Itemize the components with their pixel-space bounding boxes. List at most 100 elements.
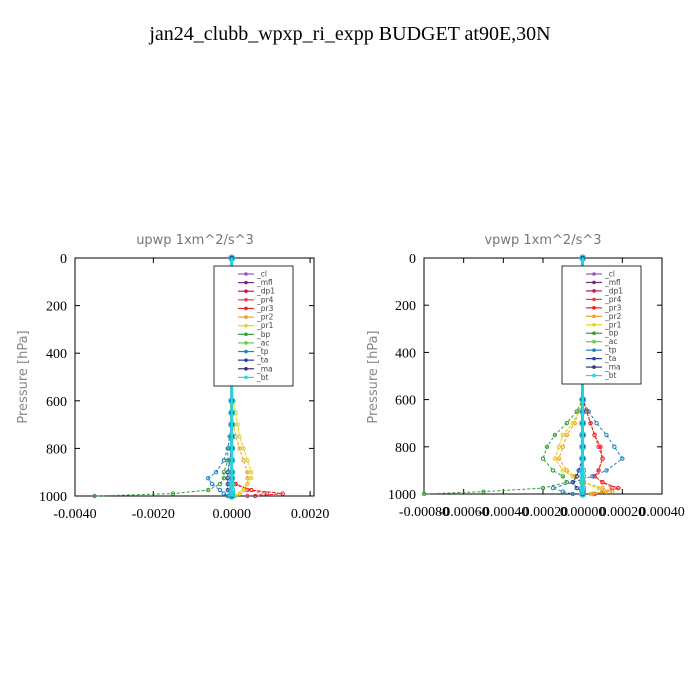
series-point-bt [579, 396, 586, 403]
series-point-pr1 [249, 475, 254, 481]
legend-marker [592, 356, 596, 361]
legend-marker [244, 366, 248, 371]
series-point-pr3 [249, 487, 254, 493]
x-tick-label: -0.00040 [478, 505, 528, 520]
series-point-ta [225, 487, 231, 493]
series-point-tp [604, 468, 609, 473]
series-point-pr1 [560, 432, 566, 438]
legend-label: _ma [604, 363, 621, 372]
y-tick-label: 1000 [39, 490, 67, 505]
x-axis-ticks: -0.0040 -0.0020 0.0000 0.0020 [53, 258, 329, 522]
series-point-pr3 [253, 493, 258, 499]
x-tick-label: -0.00020 [518, 505, 568, 520]
series-point-bt [579, 254, 586, 262]
legend-marker [244, 315, 248, 319]
series-point-tp [560, 489, 566, 494]
series-point-pr1 [556, 444, 562, 449]
series-point-bt [579, 455, 586, 462]
legend-label: _bt [604, 371, 617, 380]
legend-label: _ac [256, 338, 269, 347]
series-point-tp [206, 475, 211, 481]
series-point-pr1 [237, 434, 242, 439]
legend: _cl_mfl_dp1_pr4_pr3_pr2_pr1_bp_ac_tp_ta_… [213, 265, 294, 387]
series-point-pr3 [592, 432, 597, 438]
series-point-pr4 [245, 493, 250, 499]
legend-label: _ta [256, 356, 268, 365]
series-point-bp [560, 474, 566, 479]
y-tick-label: 800 [395, 441, 416, 456]
series-point-bp [540, 456, 546, 461]
x-tick-label: 0.00000 [560, 505, 606, 520]
legend-marker [592, 322, 596, 327]
series-point-tp [221, 491, 227, 496]
legend-label: _cl [604, 270, 615, 279]
panel-title: vpwp 1xm^2/s^3 [484, 233, 601, 248]
legend: _cl_mfl_dp1_pr4_pr3_pr2_pr1_bp_ac_tp_ta_… [561, 265, 642, 385]
series-point-pr1 [241, 487, 246, 493]
legend-label: _dp1 [604, 286, 623, 295]
y-axis-label: Pressure [hPa] [366, 330, 381, 423]
figure-title: jan24_clubb_wpxp_ri_expp BUDGET at90E,30… [148, 23, 550, 45]
series-point-bp [481, 489, 486, 494]
legend-label: _ac [604, 337, 617, 346]
plot-frame [74, 257, 315, 497]
series-point-pr1 [235, 422, 240, 427]
legend-label: _mfl [256, 278, 273, 287]
x-tick-label: 0.00040 [639, 505, 685, 520]
legend-marker [592, 348, 596, 352]
legend-label: _bp [256, 330, 271, 339]
legend-marker [592, 280, 596, 285]
legend-marker [592, 272, 596, 276]
y-tick-label: 200 [46, 300, 67, 315]
series-point-pr2 [564, 432, 569, 438]
series-point-pr3 [596, 468, 601, 473]
series-point-bt [579, 408, 586, 415]
legend-label: _bp [604, 329, 619, 338]
series-point-pr2 [233, 434, 238, 439]
series-point-pr3 [280, 491, 285, 496]
series-point-bt [228, 457, 236, 464]
series-point-ta [225, 475, 231, 481]
x-axis-ticks: -0.00080-0.00060-0.00040-0.000200.000000… [399, 258, 685, 520]
y-axis-ticks: 0 200 400 600 800 1000 [388, 252, 662, 503]
series-point-bp [552, 432, 558, 438]
series-point-bt [579, 490, 586, 498]
series-point-pr1 [245, 481, 250, 487]
legend-marker [244, 332, 248, 337]
legend-label: _bt [256, 373, 269, 382]
series-point-tp [213, 470, 219, 475]
series-point-pr1 [233, 410, 238, 415]
series-point-tp [612, 444, 617, 449]
series-point-pr1 [245, 458, 250, 463]
series-point-pr2 [564, 468, 569, 473]
series-point-bp [170, 491, 176, 496]
legend-label: _pr3 [256, 304, 274, 313]
legend-marker [592, 339, 596, 344]
legend-marker [244, 272, 248, 276]
series-point-bt [579, 443, 586, 451]
legend-label: _ta [604, 354, 616, 363]
y-tick-label: 600 [395, 394, 416, 409]
legend-label: _pr3 [604, 303, 622, 312]
y-tick-label: 0 [409, 252, 416, 267]
series-point-tp [550, 485, 556, 491]
legend-marker [592, 314, 596, 319]
series-point-bp [217, 481, 223, 487]
legend-marker [244, 298, 248, 302]
series-point-bp [221, 470, 227, 475]
series-line-bp [94, 258, 233, 497]
legend-label: _mfl [604, 278, 621, 287]
legend-marker [244, 375, 248, 380]
series-point-pr1 [588, 491, 593, 497]
series-point-bp [206, 487, 211, 493]
x-tick-label: 0.00020 [600, 505, 646, 520]
series-point-bp [550, 468, 556, 473]
series-point-pr3 [588, 421, 593, 426]
series-point-pr2 [610, 489, 615, 494]
legend-marker [244, 358, 248, 362]
y-axis-label: Pressure [hPa] [16, 330, 31, 423]
series-point-tp [590, 474, 595, 479]
series-point-bt [228, 433, 236, 440]
series-point-tp [570, 491, 575, 497]
series-point-tp [221, 458, 227, 463]
